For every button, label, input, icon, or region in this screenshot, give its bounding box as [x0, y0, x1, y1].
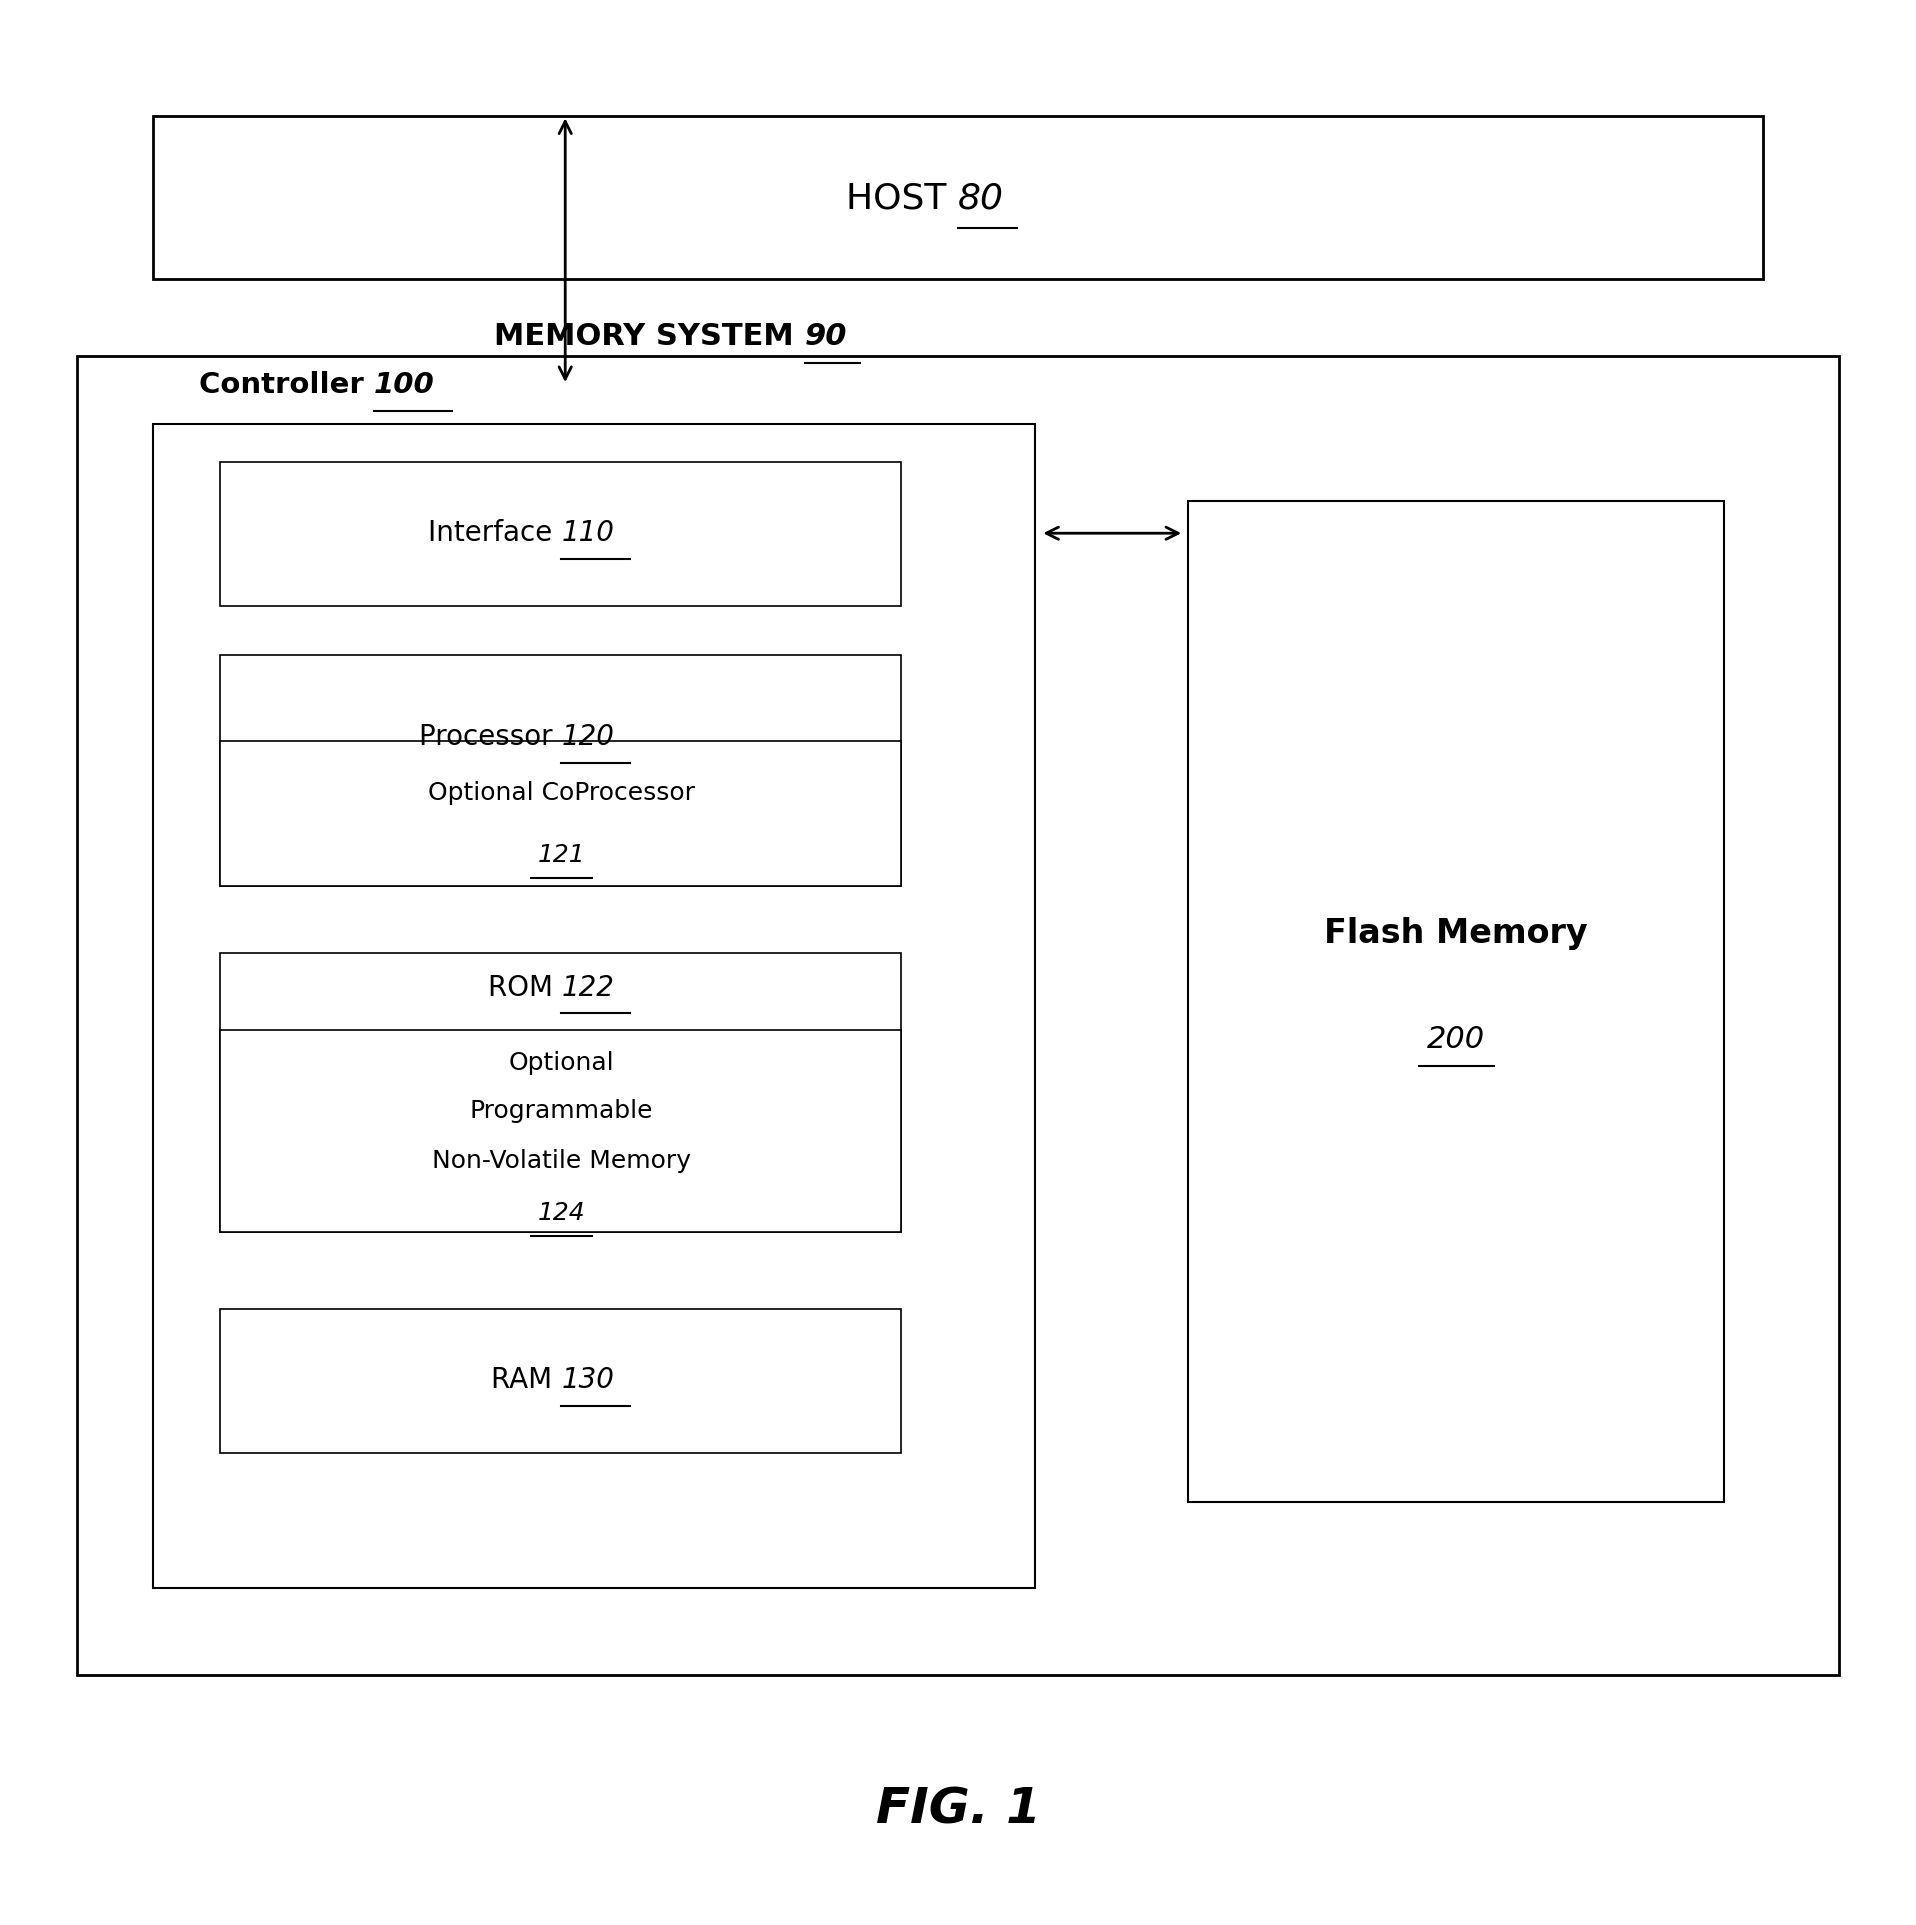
Text: 122: 122: [561, 974, 615, 1001]
Text: 130: 130: [561, 1367, 615, 1394]
Text: RAM: RAM: [490, 1367, 561, 1394]
Bar: [153, 116, 1763, 279]
Bar: [220, 953, 901, 1232]
Text: Processor: Processor: [420, 724, 561, 751]
Text: MEMORY SYSTEM: MEMORY SYSTEM: [494, 321, 805, 352]
Bar: [220, 741, 901, 886]
Bar: [77, 356, 1839, 1675]
Bar: [220, 654, 901, 886]
Text: Controller: Controller: [199, 372, 374, 398]
Bar: [220, 1309, 901, 1453]
Text: Optional: Optional: [508, 1051, 615, 1074]
Bar: [220, 1030, 901, 1232]
Text: ROM: ROM: [487, 974, 561, 1001]
Bar: [220, 462, 901, 606]
Text: Optional CoProcessor: Optional CoProcessor: [427, 782, 696, 805]
Text: 90: 90: [805, 321, 847, 352]
Text: 120: 120: [561, 724, 615, 751]
Text: FIG. 1: FIG. 1: [876, 1786, 1040, 1833]
Text: Programmable: Programmable: [469, 1099, 653, 1122]
Text: 124: 124: [538, 1201, 584, 1224]
Text: 121: 121: [538, 843, 584, 866]
Text: Flash Memory: Flash Memory: [1324, 916, 1588, 951]
Text: 200: 200: [1427, 1024, 1485, 1055]
Text: HOST: HOST: [847, 181, 958, 216]
Text: 100: 100: [374, 372, 435, 398]
Text: Interface: Interface: [429, 520, 561, 547]
Bar: [1188, 500, 1724, 1502]
Bar: [153, 424, 1035, 1588]
Text: Non-Volatile Memory: Non-Volatile Memory: [431, 1149, 692, 1172]
Text: 110: 110: [561, 520, 615, 547]
Text: 80: 80: [958, 181, 1004, 216]
